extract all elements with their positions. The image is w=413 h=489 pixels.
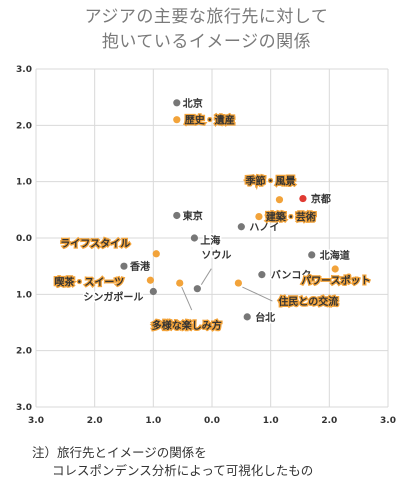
destination-point — [243, 313, 251, 321]
image-label: 喫茶・スイーツ — [54, 275, 124, 288]
image-point — [234, 279, 242, 287]
x-tick-label: 1.0 — [263, 416, 279, 426]
destination-label: ハノイ — [249, 222, 279, 234]
data-points — [120, 99, 339, 321]
leader-line — [200, 268, 212, 285]
destination-point — [190, 234, 198, 242]
image-label: ライフスタイル — [60, 238, 130, 250]
destination-point — [237, 223, 245, 231]
destination-point — [120, 262, 128, 270]
x-tick-label: 3.0 — [380, 416, 396, 426]
leader-lines — [181, 268, 273, 311]
destination-label: シンガポール — [83, 291, 143, 304]
destination-label: 北京 — [183, 97, 203, 110]
image-label: 多様な楽しみ方 — [152, 319, 222, 332]
destination-point — [173, 211, 181, 220]
image-label: 歴史・遺産 — [185, 114, 235, 127]
destination-label: 上海 — [200, 234, 220, 247]
destination-label: 東京 — [183, 209, 203, 222]
image-label: 住民との交流 — [278, 295, 338, 308]
destination-point — [258, 271, 266, 279]
x-tick-label: 1.0 — [145, 416, 161, 426]
axis-ticks: 3.0 3.0 2.0 2.0 1.0 1.0 0.0 0.0 1.0 1.0 2.0 2.0 3.0 3… — [16, 65, 396, 426]
y-tick-label: 3.0 — [16, 403, 32, 413]
y-tick-label: 2.0 — [16, 347, 32, 357]
destination-label: 台北 — [255, 311, 275, 324]
y-tick-label: 1.0 — [16, 290, 32, 300]
chart-title-line-1: アジアの主要な旅行先に対して — [84, 7, 329, 27]
plot-grid — [35, 68, 389, 408]
destination-label: バンコク — [271, 270, 312, 282]
x-tick-label: 3.0 — [28, 416, 44, 426]
highlight-point — [299, 194, 307, 203]
y-tick-label: 3.0 — [16, 65, 32, 75]
x-tick-label: 0.0 — [204, 416, 220, 426]
image-point — [173, 116, 181, 124]
destination-label: 北海道 — [320, 249, 350, 262]
image-point — [152, 250, 160, 258]
x-tick-label: 2.0 — [87, 416, 103, 426]
image-label: 季節・風景 — [244, 175, 295, 188]
y-tick-label: 1.0 — [16, 178, 32, 188]
image-point — [146, 276, 154, 284]
leader-line — [242, 286, 273, 302]
x-tick-label: 2.0 — [321, 416, 337, 426]
y-tick-label: 2.0 — [16, 121, 32, 131]
image-point — [176, 279, 184, 287]
y-tick-label: 0.0 — [16, 234, 32, 244]
leader-line — [181, 286, 193, 311]
footnote-line-2: コレスポンデンス分析によって可視化したもの — [52, 463, 314, 478]
footnote-line-1: 注）旅行先とイメージの関係を — [32, 445, 207, 460]
highlight-label: 京都 — [311, 193, 331, 206]
destination-point — [173, 99, 181, 107]
destination-point — [149, 287, 157, 296]
image-label: パワースポット — [301, 274, 371, 287]
chart-title-line-2: 抱いているイメージの関係 — [101, 32, 312, 52]
destination-label: 香港 — [130, 260, 151, 273]
image-point — [331, 265, 339, 273]
image-point — [255, 212, 263, 221]
destination-label: ソウル — [201, 250, 231, 262]
image-label: 建築・芸術 — [265, 211, 316, 224]
destination-point — [193, 285, 201, 293]
image-point — [275, 196, 284, 204]
destination-point — [308, 251, 316, 259]
